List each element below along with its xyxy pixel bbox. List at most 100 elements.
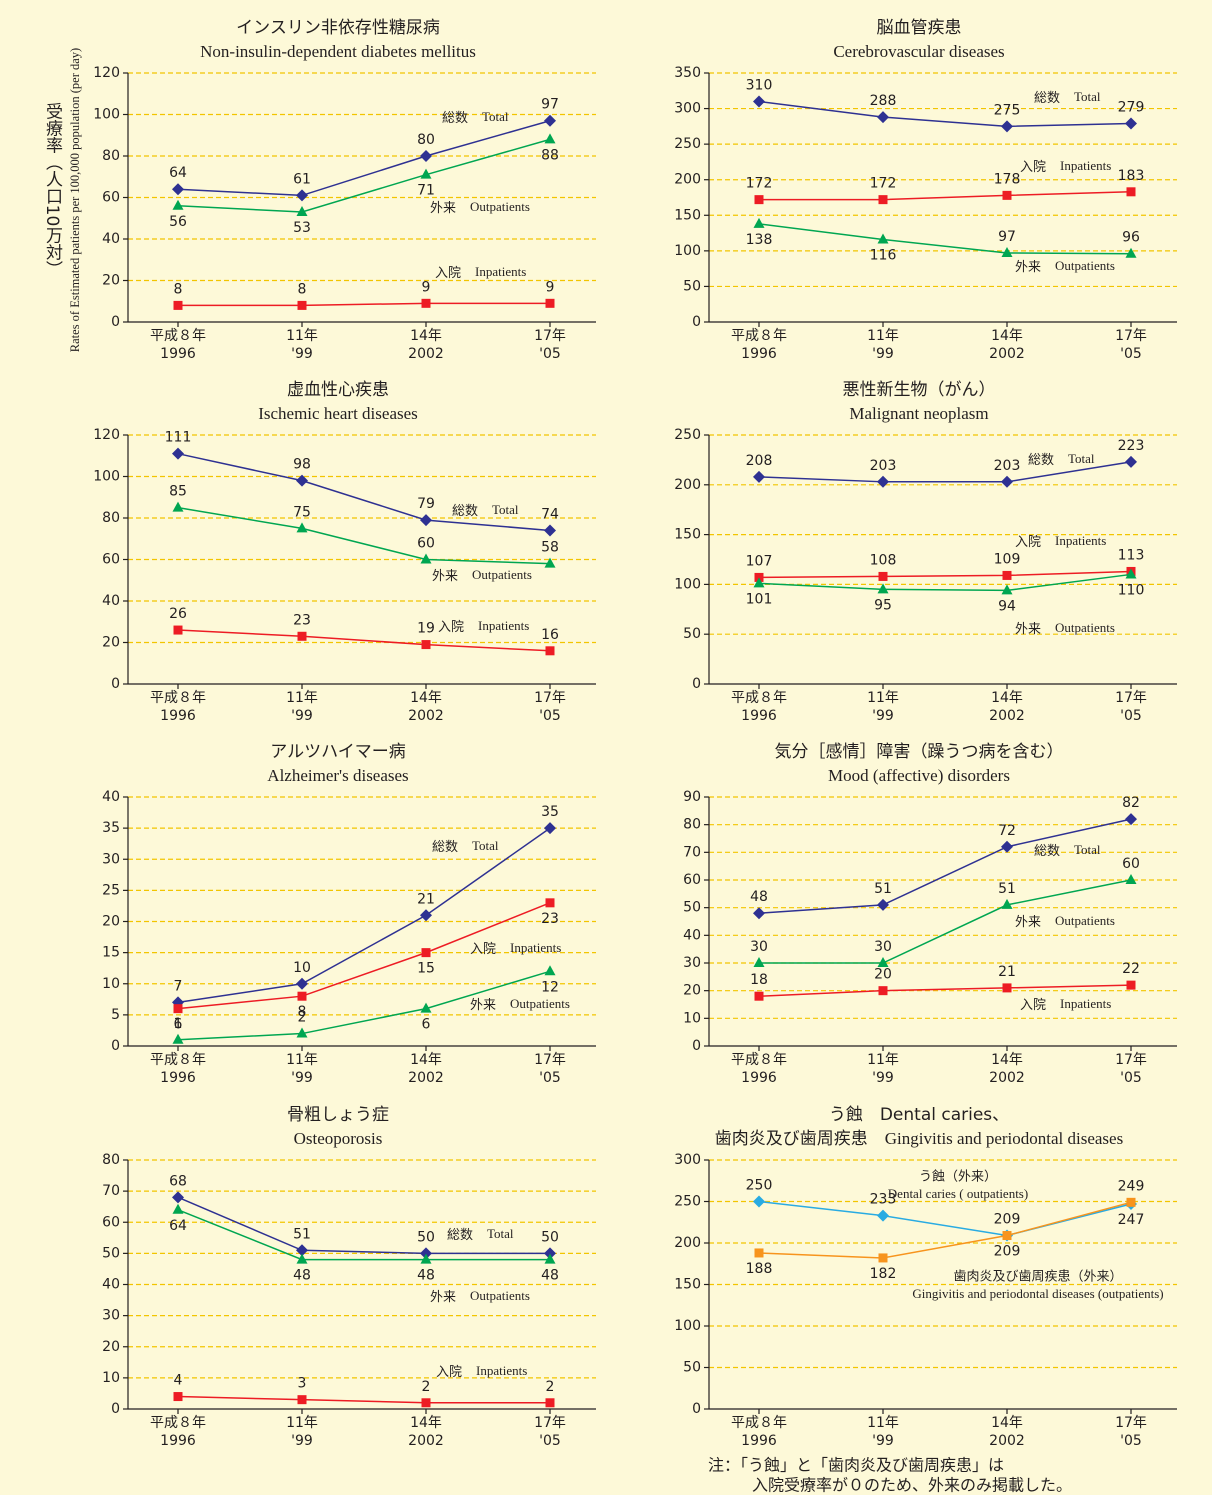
point [1125, 117, 1137, 130]
data-label: 8 [298, 1004, 307, 1020]
y-tick-label: 10 [102, 976, 120, 992]
series-label-en: Dental caries ( outpatients) [888, 1186, 1028, 1201]
x-tick-label-en: 1996 [741, 1070, 777, 1086]
data-label: 10 [293, 960, 311, 976]
series-line [758, 223, 1132, 255]
series-line [758, 100, 1132, 128]
data-label: 23 [541, 911, 559, 927]
series-line [758, 818, 1132, 914]
point [172, 501, 184, 512]
y-tick-label: 30 [683, 955, 701, 971]
point [296, 977, 308, 990]
y-axis-title: 受療率（人口10万対） [42, 103, 63, 278]
y-tick-label: 10 [102, 1370, 120, 1386]
y-tick-label: 350 [674, 65, 701, 81]
point [1125, 813, 1137, 826]
point [544, 133, 556, 144]
y-tick-label: 70 [102, 1183, 120, 1199]
series-name-en: Inpatients [1060, 996, 1111, 1011]
data-label: 64 [169, 165, 187, 181]
data-label: 71 [417, 183, 435, 199]
series-name-en: Outpatients [1055, 620, 1115, 635]
y-tick-label: 50 [683, 278, 701, 294]
y-tick-label: 60 [683, 872, 701, 888]
point [753, 470, 765, 483]
series-line [177, 970, 551, 1041]
point [1125, 568, 1137, 579]
point [754, 195, 764, 205]
series-label: 入院 Inpatients [1020, 996, 1111, 1013]
x-tick-label-en: '05 [1120, 346, 1142, 362]
point [420, 553, 432, 564]
series-name-en: Inpatients [1055, 533, 1106, 548]
x-tick-label-en: 2002 [408, 346, 444, 362]
x-tick-label-en: 1996 [160, 708, 196, 724]
point [544, 822, 556, 835]
series-label: 外来 Outpatients [470, 996, 570, 1013]
series-name: 外来 [1015, 622, 1041, 637]
series-label: 外来 Outpatients [1015, 620, 1115, 637]
data-label: 48 [417, 1268, 435, 1284]
x-tick-label-en: 1996 [160, 346, 196, 362]
point [1001, 898, 1013, 909]
series-line [177, 138, 551, 213]
y-tick-label: 35 [102, 820, 120, 836]
series-label-en: Gingivitis and periodontal diseases (out… [912, 1286, 1163, 1301]
data-label: 275 [994, 102, 1021, 118]
point [296, 1027, 308, 1038]
x-tick-label: 17年 [534, 1415, 566, 1431]
x-tick-label-en: '05 [1120, 1070, 1142, 1086]
point [878, 571, 888, 581]
point [1125, 874, 1137, 884]
data-label: 116 [870, 247, 897, 263]
x-tick-label: 14年 [991, 1415, 1023, 1431]
x-tick-label: 14年 [410, 328, 442, 344]
data-label: 16 [541, 627, 559, 643]
series-name: 外来 [470, 998, 496, 1013]
series-name-en: Inpatients [475, 264, 526, 279]
data-label: 101 [746, 591, 773, 607]
series-name: 総数 [1034, 91, 1060, 106]
y-tick-label: 10 [683, 1010, 701, 1026]
note: 注：「う蝕」と「歯肉炎及び歯周疾患」は [708, 1456, 1004, 1475]
series-line [758, 1200, 1132, 1237]
point [296, 1244, 308, 1257]
series-label: 総数 Total [447, 1226, 514, 1243]
y-tick-label: 40 [102, 789, 120, 805]
data-label: 19 [417, 621, 435, 637]
data-label: 209 [994, 1244, 1021, 1260]
series-label: 入院 Inpatients [470, 940, 561, 957]
y-tick-label: 250 [674, 1194, 701, 1210]
chart-subtitle: 歯肉炎及び歯周疾患 Gingivitis and periodontal dis… [715, 1129, 1123, 1148]
y-tick-label: 60 [102, 190, 120, 206]
y-tick-label: 150 [674, 527, 701, 543]
data-label: 3 [298, 1376, 307, 1392]
series-name-en: Total [482, 109, 509, 124]
x-tick-label-en: '99 [872, 1070, 894, 1086]
series-label: 入院 Inpatients [1015, 533, 1106, 550]
data-label: 95 [874, 597, 892, 613]
x-tick-label: 平成８年 [731, 1052, 787, 1068]
point [1002, 1231, 1012, 1241]
x-tick-label-en: 2002 [408, 1433, 444, 1449]
y-tick-label: 250 [674, 136, 701, 152]
series-label: 入院 Inpatients [438, 618, 529, 635]
y-tick-label: 15 [102, 945, 120, 961]
data-label: 94 [998, 598, 1016, 614]
y-tick-label: 80 [102, 510, 120, 526]
series-line [758, 1201, 1132, 1259]
series-name: 外来 [432, 569, 458, 584]
series-name-en: Outpatients [470, 199, 530, 214]
data-label: 183 [1118, 168, 1145, 184]
point [296, 1253, 308, 1264]
data-label: 6 [174, 1017, 183, 1033]
y-tick-label: 60 [102, 1214, 120, 1230]
data-label: 15 [417, 961, 435, 977]
y-tick-label: 80 [102, 148, 120, 164]
data-label: 21 [417, 891, 435, 907]
series-name-en: Outpatients [472, 567, 532, 582]
point [877, 475, 889, 488]
y-tick-label: 5 [111, 1007, 120, 1023]
data-label: 72 [998, 823, 1016, 839]
y-tick-label: 0 [111, 314, 120, 330]
